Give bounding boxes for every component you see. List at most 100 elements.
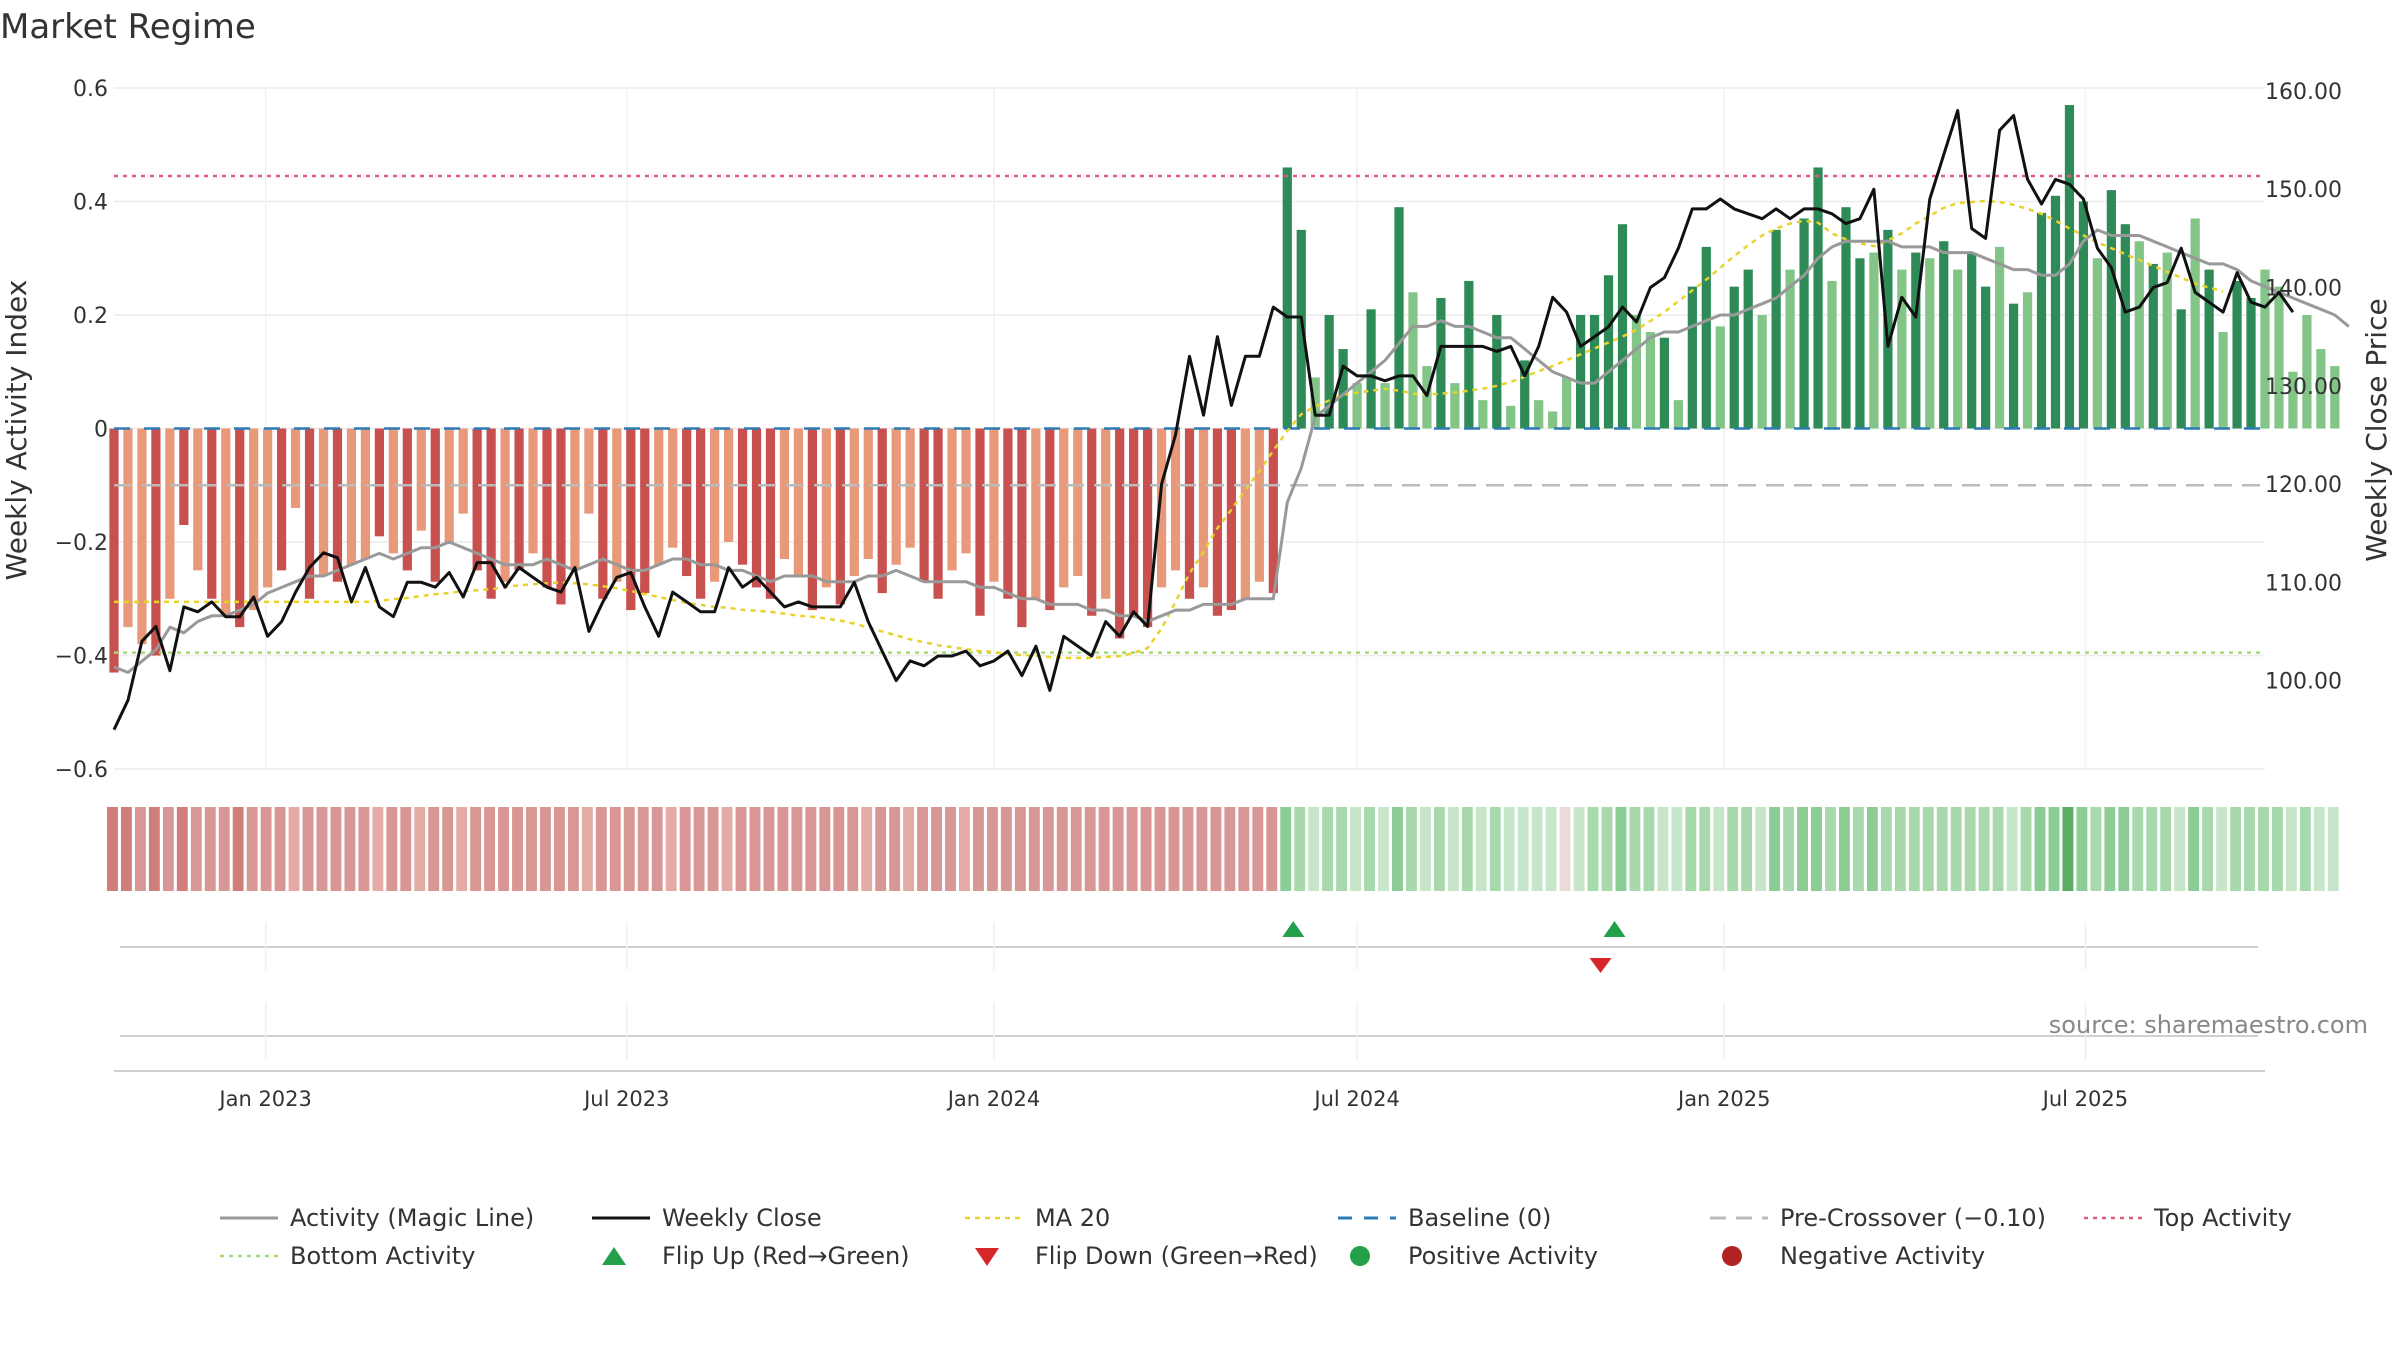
regime-cell	[1336, 807, 1348, 891]
activity-bar	[388, 428, 398, 554]
regime-cell	[540, 807, 551, 891]
regime-cell	[176, 807, 188, 891]
activity-bar	[1408, 292, 1418, 429]
regime-cell	[316, 807, 328, 891]
regime-cell	[2020, 807, 2032, 891]
activity-bar	[779, 428, 790, 560]
flip-up-marker	[1282, 921, 1305, 937]
activity-bar	[1799, 218, 1809, 429]
activity-bar	[318, 428, 329, 577]
activity-bar	[263, 428, 273, 588]
regime-cell	[1978, 807, 1990, 891]
legend-item-8-label: Flip Down (Green→Red)	[1035, 1242, 1318, 1270]
activity-bar	[682, 428, 692, 577]
right-tick-label: 120.00	[2265, 473, 2342, 498]
regime-cell	[526, 807, 537, 891]
activity-bar	[500, 428, 510, 582]
activity-bar	[123, 428, 133, 628]
activity-bar	[1911, 252, 1921, 429]
regime-cell	[2090, 807, 2102, 891]
x-tick-label: Jan 2024	[946, 1087, 1041, 1111]
regime-cell	[931, 807, 942, 891]
activity-bar	[709, 428, 720, 582]
activity-bar	[1352, 383, 1362, 429]
activity-bar	[793, 428, 804, 577]
activity-bar	[1031, 428, 1041, 599]
activity-bar	[821, 428, 831, 588]
activity-bar	[2204, 269, 2214, 429]
legend-item-2-label: MA 20	[1035, 1204, 1110, 1232]
activity-bar	[2330, 366, 2340, 429]
regime-cell	[456, 807, 468, 891]
activity-bar	[2260, 269, 2270, 429]
regime-cell	[1056, 807, 1068, 891]
activity-bar	[751, 428, 762, 588]
activity-bar	[1212, 428, 1223, 616]
activity-bar	[2302, 315, 2312, 429]
regime-cell	[763, 807, 775, 891]
regime-cell	[134, 807, 146, 891]
regime-cell	[819, 807, 831, 891]
regime-cell	[665, 807, 677, 891]
activity-bar	[2050, 195, 2061, 429]
legend-item-9-swatch	[1350, 1246, 1370, 1266]
legend-item-8-swatch	[975, 1248, 999, 1266]
regime-cell	[204, 807, 216, 891]
regime-cell	[1825, 807, 1836, 891]
regime-cell	[1042, 807, 1054, 891]
regime-cell	[567, 807, 579, 891]
regime-cell	[2327, 807, 2339, 891]
regime-cell	[623, 807, 635, 891]
activity-bar	[165, 428, 175, 599]
activity-bar	[835, 428, 845, 605]
regime-cell	[1224, 807, 1236, 891]
activity-bar	[2316, 349, 2326, 429]
activity-bar	[430, 428, 440, 582]
regime-cell	[861, 807, 873, 891]
left-tick-label: 0	[94, 418, 108, 443]
activity-bar	[1813, 167, 1823, 429]
activity-bar	[2064, 105, 2075, 429]
regime-cell	[218, 807, 230, 891]
legend-item-5-label: Top Activity	[2153, 1204, 2292, 1232]
activity-bar	[1659, 337, 1670, 429]
regime-cell	[889, 807, 901, 891]
activity-bar	[374, 428, 384, 537]
activity-bar	[1282, 167, 1292, 429]
regime-cell	[1643, 807, 1655, 891]
regime-cell	[707, 807, 719, 891]
regime-cell	[903, 807, 915, 891]
regime-cell	[679, 807, 691, 891]
right-tick-label: 110.00	[2265, 571, 2342, 596]
activity-bar	[1073, 428, 1083, 577]
regime-cell	[1657, 807, 1669, 891]
regime-cell	[1392, 807, 1403, 891]
activity-bar	[1534, 400, 1544, 429]
activity-bar	[1701, 246, 1711, 429]
activity-bar	[1003, 428, 1013, 599]
activity-bar	[1422, 366, 1432, 429]
activity-bar	[891, 428, 901, 565]
activity-bar	[696, 428, 706, 599]
regime-cell	[1894, 807, 1906, 891]
activity-bar	[1687, 286, 1697, 429]
regime-cell	[232, 807, 244, 891]
regime-cell	[1992, 807, 2004, 891]
activity-bar	[277, 428, 287, 571]
activity-bar	[2078, 201, 2089, 429]
regime-cell	[1880, 807, 1892, 891]
activity-bar	[737, 428, 748, 565]
regime-cell	[805, 807, 817, 891]
activity-bar	[1045, 428, 1055, 611]
regime-cell	[428, 807, 440, 891]
regime-cell	[1713, 807, 1725, 891]
legend-item-10-label: Negative Activity	[1780, 1242, 1985, 1270]
regime-cell	[1014, 807, 1026, 891]
regime-cell	[986, 807, 998, 891]
regime-cell	[581, 807, 593, 891]
regime-cell	[372, 807, 384, 891]
regime-cell	[2048, 807, 2060, 891]
activity-bar	[1603, 275, 1614, 429]
activity-bar	[1981, 286, 1991, 429]
regime-cell	[1587, 807, 1599, 891]
